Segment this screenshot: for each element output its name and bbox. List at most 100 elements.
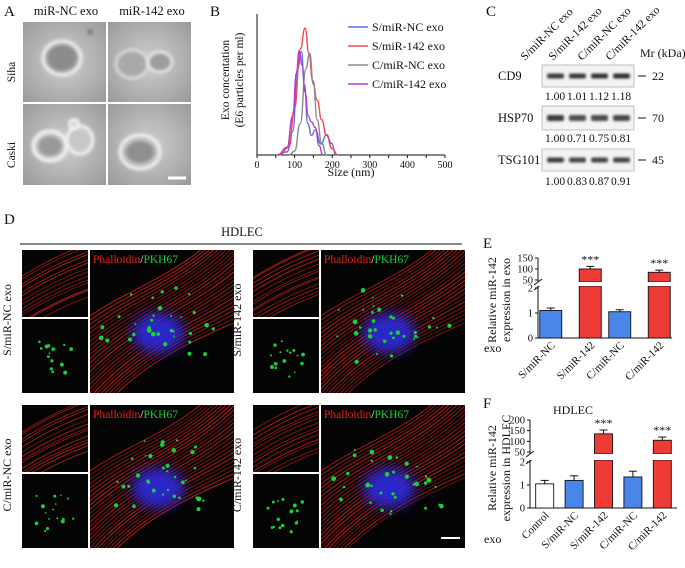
blot-value: 0.87	[589, 176, 609, 188]
blot-value: 1.00	[545, 133, 565, 145]
chartF-ytick-label: 100	[509, 437, 525, 448]
blot-band	[569, 157, 586, 163]
confocal-group-0: S/miR-NC exo Phalloidin/PKH67	[0, 250, 234, 393]
chartF-ytick-label: 150	[509, 426, 525, 437]
stain-label-pkh67: PKH67	[374, 254, 409, 266]
blot-value: 1.00	[545, 176, 565, 188]
panel-letter-f: F	[483, 396, 491, 412]
blot-band	[613, 115, 630, 121]
chartE-category-label-0: S/miR-NC	[516, 340, 558, 382]
chartF-axis-break	[525, 450, 535, 458]
chartF-ytick-label: 2	[520, 458, 525, 469]
tem-row-label-siha: Siha	[6, 62, 18, 82]
chartF-bar-2-upper	[594, 433, 613, 455]
chartF-bar-4-upper	[652, 439, 672, 455]
mr-value-0: 22	[652, 69, 664, 83]
actin-fibers-small	[253, 250, 319, 317]
chartE-category-label-3: C/miR-142	[623, 340, 666, 383]
chartF-ytick-label: 1	[520, 481, 525, 492]
exosome-dots-small	[34, 494, 75, 533]
blot-value: 1.01	[567, 91, 587, 103]
chartE-bar-2	[608, 311, 632, 339]
panel-letter-d: D	[4, 212, 15, 228]
merged-content	[90, 250, 234, 393]
confocal-group-label-0: S/miR-NC exo	[0, 284, 14, 356]
chart-b-legend-label-0: S/miR-NC exo	[372, 20, 444, 34]
nucleus	[363, 468, 415, 508]
merged-content	[90, 405, 234, 548]
chart-b-xtick-label: 200	[325, 160, 340, 171]
stain-label: Phalloidin/PKH67	[324, 409, 409, 421]
chart-b-xtick-label: 500	[438, 160, 453, 171]
chart-b-xtick-label: 300	[362, 160, 377, 171]
blot-band	[591, 115, 608, 121]
tem-image-siha-mir142	[108, 22, 191, 102]
chartE-ytick-label: 2	[528, 284, 533, 295]
chart-b-legend: S/miR-NC exo S/miR-142 exo C/miR-NC exo C/m…	[348, 20, 446, 91]
confocal-image-pkh67	[253, 474, 319, 548]
chartE-axis-break	[533, 278, 543, 286]
blot-value: 0.91	[611, 176, 631, 188]
blot-protein-label-1: HSP70	[498, 111, 533, 125]
blot-band	[547, 115, 564, 121]
chartF-bar-4-lower	[652, 459, 672, 509]
chart-f-title: HDLEC	[553, 403, 593, 417]
actin-fibers-small	[22, 250, 88, 317]
blot-band	[591, 157, 608, 163]
tem-image-siha-nc	[23, 22, 106, 102]
stain-label-sep: /	[371, 409, 375, 421]
chartE-significance: ***	[581, 252, 599, 266]
confocal-group-label-1: S/miR-142 exo	[230, 283, 244, 356]
blot-band	[613, 73, 630, 79]
chartF-break-gap	[531, 454, 678, 460]
chartE-ylabel-line1: Relative miR-142	[485, 257, 499, 343]
mir142-exo-bar-chart: 01250100150S/miR-NC***S/miR-142C/miR-NC*…	[484, 252, 673, 383]
panel-letter-b: B	[210, 4, 220, 20]
confocal-group-2: C/miR-NC exo Phalloidin/PKH67	[0, 405, 234, 548]
chartE-ylabel-line2: expression in exo	[499, 258, 513, 342]
panel-letter-e: E	[483, 236, 492, 252]
chartF-bar-3	[623, 476, 643, 509]
chart-b-ylabel-line2: (E6 particles per ml)	[234, 32, 246, 127]
chart-b-xtick-label: 0	[255, 160, 260, 171]
stain-label-sep: /	[140, 254, 144, 266]
mir142-hdlec-bar-chart: 01250100150200ControlS/miR-NC***S/miR-14…	[484, 415, 678, 553]
blot-band	[613, 157, 630, 163]
stain-label-phalloidin: Phalloidin	[93, 409, 141, 421]
chart-b-ylabel-line1: Exo concentation	[220, 40, 232, 120]
blot-value: 0.81	[611, 133, 631, 145]
stain-label-pkh67: PKH67	[143, 409, 178, 421]
blot-value: 1.18	[611, 91, 631, 103]
chart-b-legend-label-2: C/miR-NC exo	[372, 58, 445, 72]
chartE-ytick-label: 100	[517, 265, 533, 276]
chartE-bar-1-lower	[578, 285, 602, 339]
stain-label: Phalloidin/PKH67	[93, 254, 178, 266]
tem-image-caski-mir142	[108, 104, 191, 185]
chartE-bar-3-lower	[647, 285, 671, 339]
chart-b-legend-label-1: S/miR-142 exo	[372, 39, 445, 53]
tem-col-label-nc: miR-NC exo	[34, 4, 98, 18]
chart-b-xlabel: Size (nm)	[328, 165, 375, 179]
nucleus	[132, 468, 184, 508]
blot-band	[591, 73, 608, 79]
blot-value: 1.12	[589, 91, 609, 103]
chart-b-series-line-1	[279, 27, 339, 156]
panel-d: D HDLEC S/miR-NC exoPhalloidin/PKH67S/mi…	[0, 212, 465, 548]
exosome-dots-small	[269, 340, 305, 378]
stain-label-sep: /	[371, 254, 375, 266]
chart-b-series-line-3	[277, 50, 324, 156]
chartE-ytick-label: 50	[523, 276, 534, 287]
chart-b-series-line-2	[288, 52, 327, 156]
confocal-group-3: C/miR-142 exo Phalloidin/PKH67	[230, 405, 465, 548]
confocal-image-pkh67	[22, 319, 88, 393]
confocal-group-label-3: C/miR-142 exo	[230, 438, 244, 512]
chartF-ytick-label: 0	[520, 504, 525, 515]
exosome-dots-small	[266, 497, 305, 534]
chartE-break-gap	[539, 282, 673, 286]
panel-letter-a: A	[4, 4, 15, 20]
panel-e: E 01250100150S/miR-NC***S/miR-142C/miR-N…	[483, 236, 673, 383]
